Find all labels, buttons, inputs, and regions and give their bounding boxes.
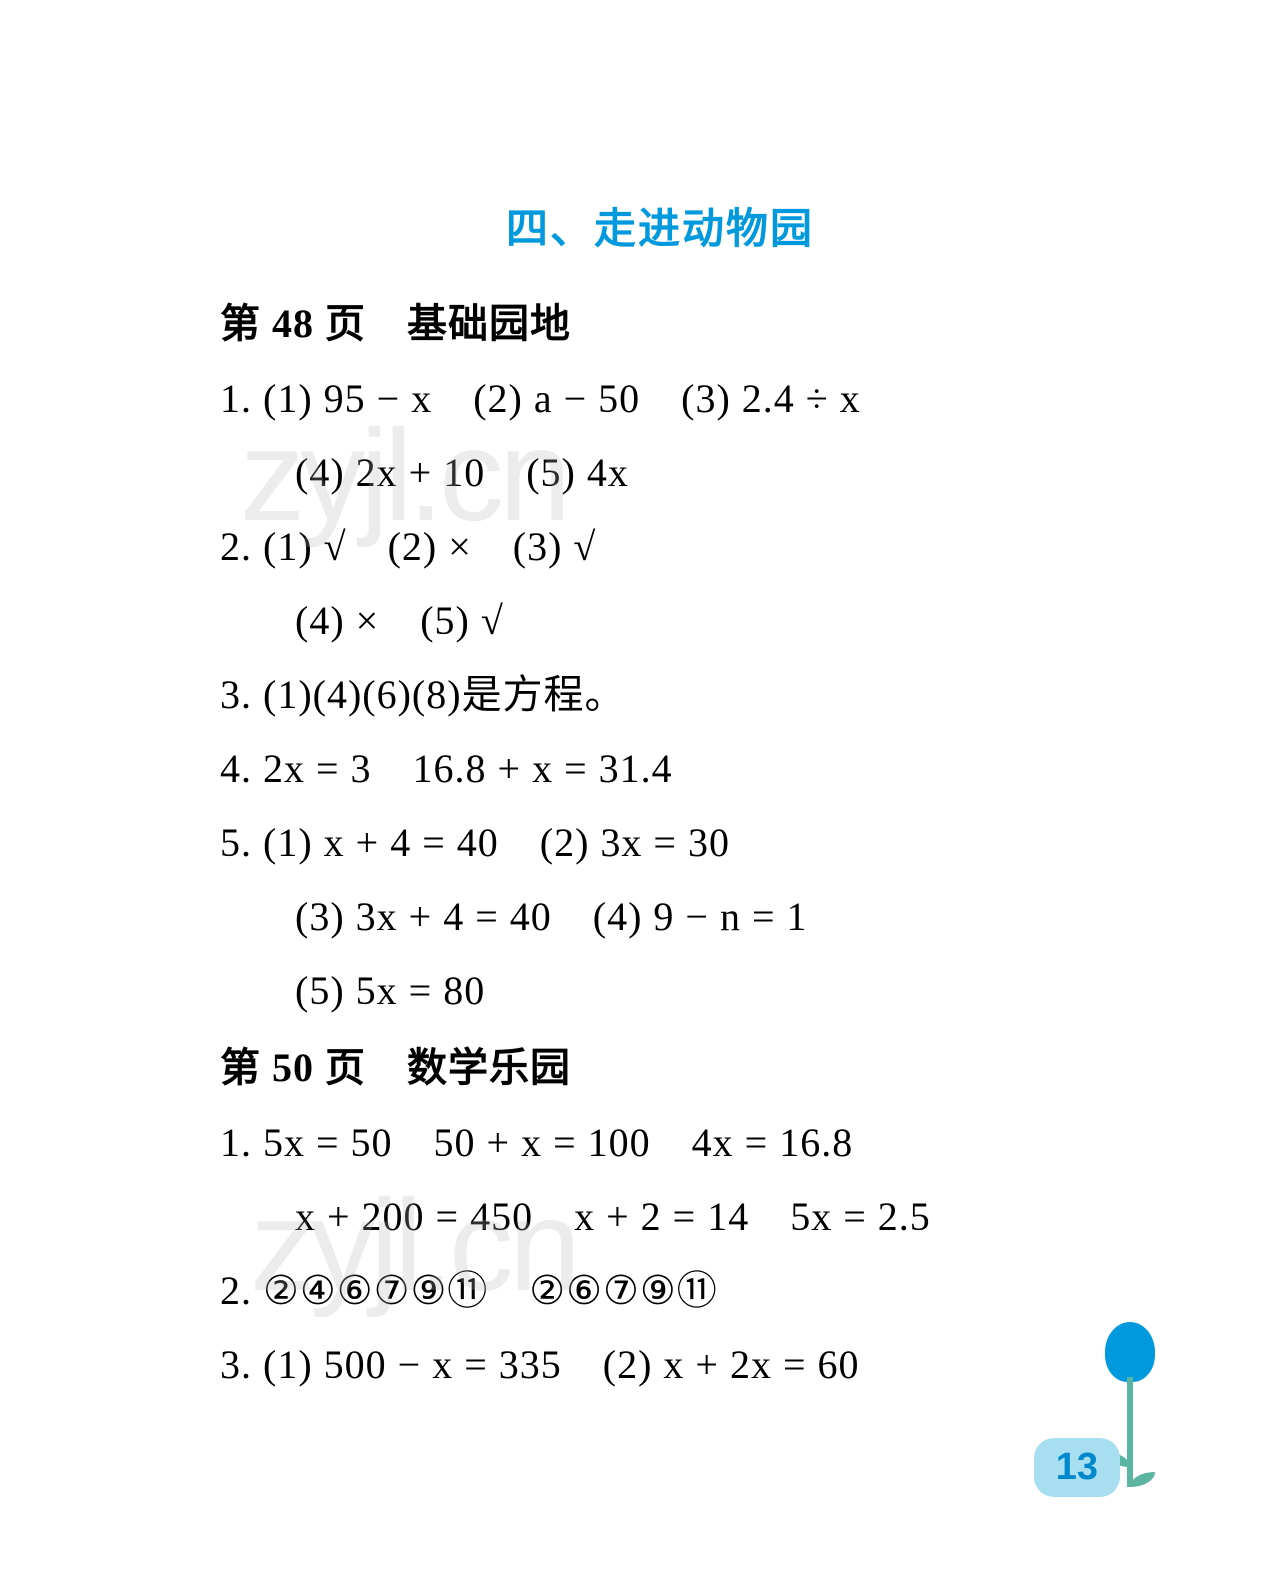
answer-line: 1. 5x = 50 50 + x = 100 4x = 16.8 [220, 1113, 1100, 1173]
section-header-1: 第 48 页 基础园地 [220, 291, 1100, 349]
answer-line: 1. (1) 95 − x (2) a − 50 (3) 2.4 ÷ x [220, 369, 1100, 429]
answer-line: 2. (1) √ (2) × (3) √ [220, 517, 1100, 577]
answer-line: 3. (1)(4)(6)(8)是方程。 [220, 665, 1100, 725]
answer-line: (5) 5x = 80 [220, 961, 1100, 1021]
answer-line: 5. (1) x + 4 = 40 (2) 3x = 30 [220, 813, 1100, 873]
flower-head-icon [1105, 1322, 1155, 1382]
answer-line: 4. 2x = 3 16.8 + x = 31.4 [220, 739, 1100, 799]
answer-line: (4) × (5) √ [220, 591, 1100, 651]
document-content: 四、走进动物园 第 48 页 基础园地 1. (1) 95 − x (2) a … [0, 0, 1280, 1395]
page-number-badge: 13 [1034, 1438, 1120, 1497]
answer-line: 2. ②④⑥⑦⑨⑪ ②⑥⑦⑨⑪ [220, 1261, 1100, 1321]
answer-line: 3. (1) 500 − x = 335 (2) x + 2x = 60 [220, 1335, 1100, 1395]
flower-stem-icon [1127, 1377, 1133, 1487]
section-header-2: 第 50 页 数学乐园 [220, 1035, 1100, 1093]
page-number-container: 13 [1034, 1438, 1120, 1497]
answer-line: x + 200 = 450 x + 2 = 14 5x = 2.5 [220, 1187, 1100, 1247]
chapter-title: 四、走进动物园 [220, 195, 1100, 256]
answer-line: (3) 3x + 4 = 40 (4) 9 − n = 1 [220, 887, 1100, 947]
flower-leaf-icon [1130, 1472, 1155, 1487]
answer-line: (4) 2x + 10 (5) 4x [220, 443, 1100, 503]
